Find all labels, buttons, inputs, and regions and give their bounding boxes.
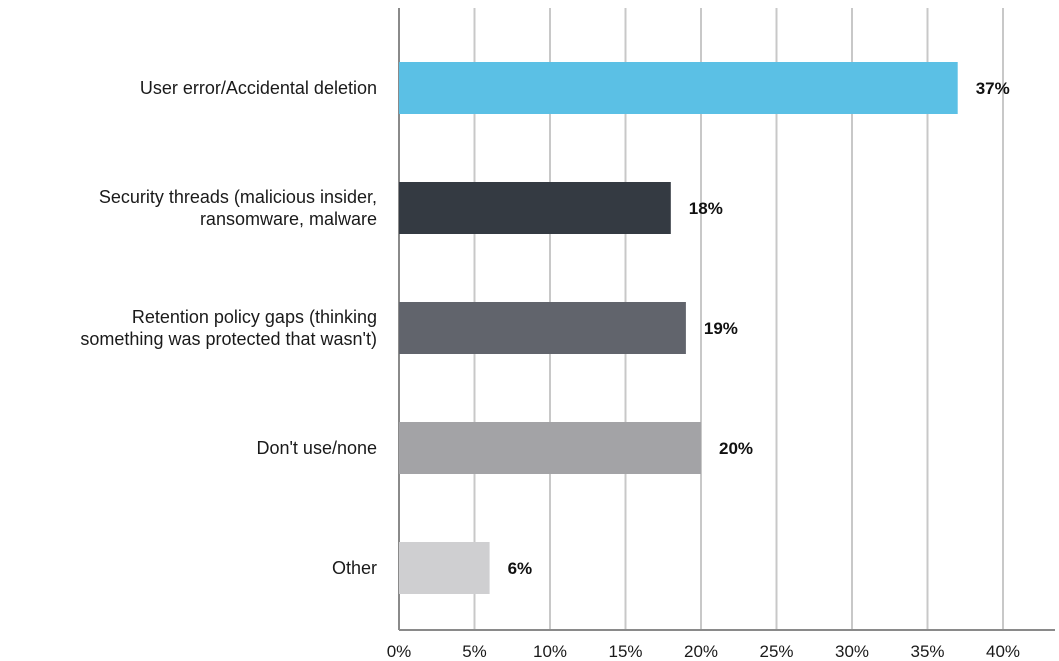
bar-value-label: 6% (508, 559, 533, 578)
category-label: Other (332, 558, 377, 578)
x-axis-ticks: 0% 5% 10% 15% 20% 25% 30% 35% 40% (387, 642, 1020, 661)
x-tick-label: 0% (387, 642, 412, 661)
x-tick-label: 5% (462, 642, 487, 661)
category-label: Retention policy gaps (thinking (132, 307, 377, 327)
bar-value-label: 18% (689, 199, 723, 218)
category-label: ransomware, malware (200, 209, 377, 229)
bar (399, 62, 958, 114)
bar (399, 542, 490, 594)
category-label: Don't use/none (256, 438, 377, 458)
bars: 37% 18% 19% 20% 6% (399, 62, 1010, 594)
category-label: User error/Accidental deletion (140, 78, 377, 98)
bar-value-label: 20% (719, 439, 753, 458)
x-tick-label: 30% (835, 642, 869, 661)
bar (399, 422, 701, 474)
category-label: Security threads (malicious insider, (99, 187, 377, 207)
bar (399, 302, 686, 354)
category-label: something was protected that wasn't) (80, 329, 377, 349)
bar (399, 182, 671, 234)
bar-value-label: 37% (976, 79, 1010, 98)
x-tick-label: 35% (910, 642, 944, 661)
x-tick-label: 40% (986, 642, 1020, 661)
x-tick-label: 20% (684, 642, 718, 661)
bar-value-label: 19% (704, 319, 738, 338)
x-tick-label: 15% (608, 642, 642, 661)
x-tick-label: 25% (759, 642, 793, 661)
x-tick-label: 10% (533, 642, 567, 661)
category-labels: User error/Accidental deletion Security t… (80, 78, 377, 578)
